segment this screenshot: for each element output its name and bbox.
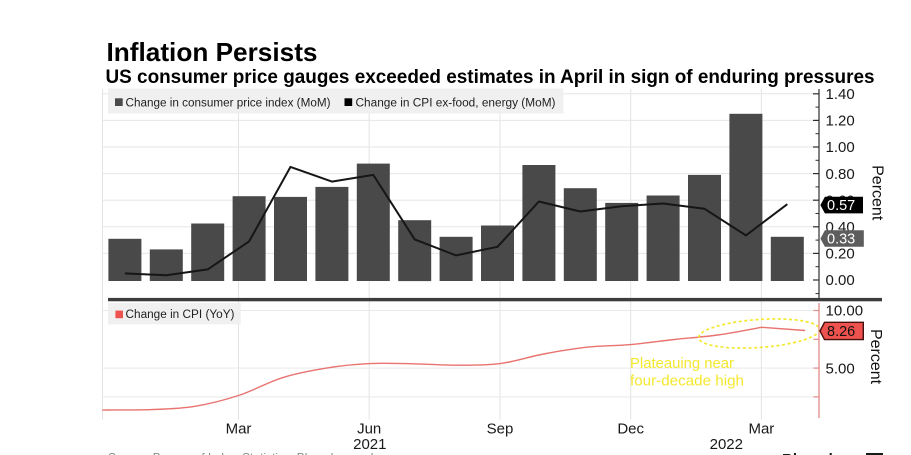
svg-text:0.80: 0.80: [826, 166, 855, 183]
svg-text:1.20: 1.20: [826, 113, 855, 130]
svg-text:1.40: 1.40: [826, 86, 855, 103]
svg-text:Change in CPI ex-food, energy: Change in CPI ex-food, energy (MoM): [356, 98, 556, 110]
svg-text:Dec: Dec: [617, 421, 644, 438]
svg-text:Jun: Jun: [357, 421, 381, 438]
svg-text:four-decade high: four-decade high: [630, 373, 744, 390]
svg-text:Percent: Percent: [869, 165, 886, 221]
svg-text:5.00: 5.00: [826, 360, 855, 377]
svg-text:0.20: 0.20: [826, 246, 855, 263]
svg-text:Source: Bureau of Labor Statis: Source: Bureau of Labor Statistics, Bloo…: [108, 451, 385, 455]
svg-text:2022: 2022: [710, 436, 743, 453]
svg-text:Inflation Persists: Inflation Persists: [107, 37, 318, 67]
svg-text:US consumer price gauges excee: US consumer price gauges exceeded estima…: [106, 67, 875, 88]
svg-text:8.26: 8.26: [827, 324, 855, 340]
svg-text:0.33: 0.33: [827, 232, 855, 248]
svg-text:Plateauing near: Plateauing near: [630, 355, 734, 372]
svg-text:0.57: 0.57: [827, 198, 855, 214]
svg-text:Mar: Mar: [748, 421, 774, 438]
svg-text:Sep: Sep: [487, 421, 514, 438]
svg-text:0.00: 0.00: [826, 272, 855, 289]
svg-text:2021: 2021: [353, 436, 386, 453]
svg-text:Percent: Percent: [867, 329, 884, 385]
svg-text:Change in consumer price index: Change in consumer price index (MoM): [126, 98, 331, 110]
svg-text:Bloomberg: Bloomberg: [782, 451, 861, 455]
svg-text:1.00: 1.00: [826, 139, 855, 156]
svg-text:Change in CPI (YoY): Change in CPI (YoY): [126, 309, 235, 321]
svg-text:10.00: 10.00: [826, 303, 864, 320]
svg-text:Mar: Mar: [226, 421, 252, 438]
